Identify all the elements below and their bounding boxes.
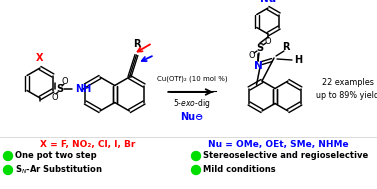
Text: O: O <box>52 92 58 101</box>
Text: X = F, NO₂, Cl, I, Br: X = F, NO₂, Cl, I, Br <box>40 140 136 149</box>
Text: O: O <box>265 36 271 46</box>
Circle shape <box>192 152 201 160</box>
Text: Nu: Nu <box>260 0 276 4</box>
Text: N: N <box>254 61 262 71</box>
Text: S: S <box>57 84 64 94</box>
Text: X: X <box>36 53 44 63</box>
Text: R: R <box>133 39 140 49</box>
Circle shape <box>192 166 201 174</box>
Text: NH: NH <box>75 84 91 94</box>
Text: O: O <box>62 77 68 85</box>
Text: S$_{\mathit{N}}$-Ar Substitution: S$_{\mathit{N}}$-Ar Substitution <box>15 164 103 176</box>
Text: Stereoselective and regioselective: Stereoselective and regioselective <box>203 152 368 160</box>
Text: Cu(OTf)₂ (10 mol %): Cu(OTf)₂ (10 mol %) <box>157 75 227 82</box>
Text: 5-$\mathit{exo}$-dig: 5-$\mathit{exo}$-dig <box>173 97 211 110</box>
Text: Mild conditions: Mild conditions <box>203 166 276 174</box>
Text: 22 examples
up to 89% yield: 22 examples up to 89% yield <box>317 78 377 100</box>
Text: H: H <box>294 55 302 65</box>
Circle shape <box>3 152 12 160</box>
Circle shape <box>3 166 12 174</box>
Text: R: R <box>282 42 290 52</box>
Text: S: S <box>256 43 264 53</box>
Text: Nu = OMe, OEt, SMe, NHMe: Nu = OMe, OEt, SMe, NHMe <box>208 140 348 149</box>
Text: Nu⊖: Nu⊖ <box>180 112 204 122</box>
Text: One pot two step: One pot two step <box>15 152 97 160</box>
Text: O: O <box>249 50 255 60</box>
